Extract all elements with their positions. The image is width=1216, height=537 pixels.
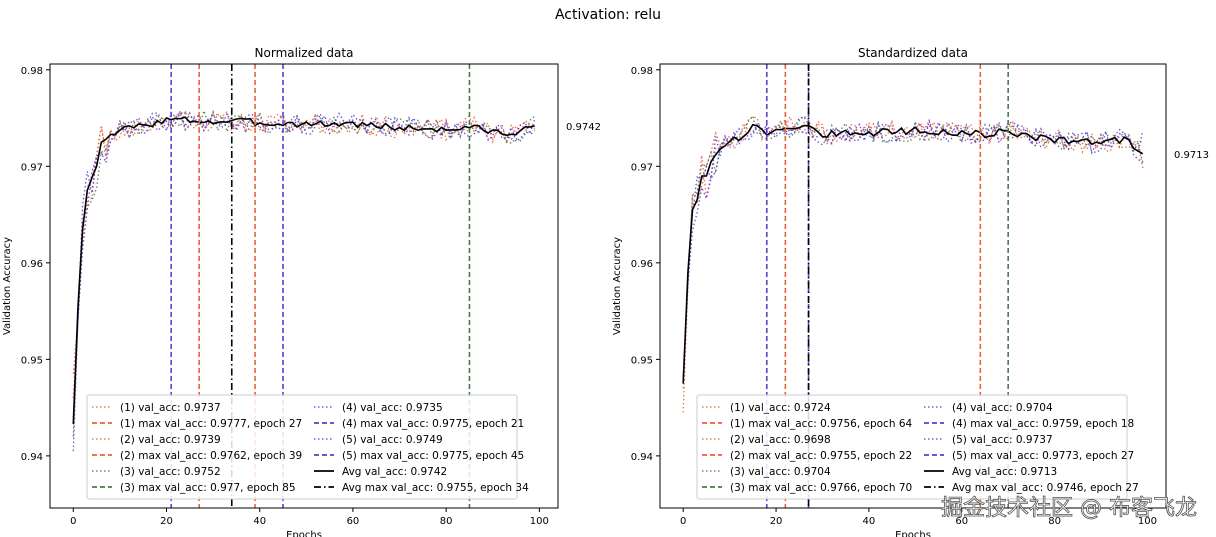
figure-suptitle: Activation: relu: [555, 7, 661, 23]
series-line-2: [682, 115, 1144, 389]
x-tick-label: 100: [1138, 516, 1157, 527]
y-tick-label: 0.94: [631, 452, 653, 463]
y-tick-label: 0.95: [21, 355, 43, 366]
legend-entry-label: (1) max val_acc: 0.9777, epoch 27: [120, 418, 302, 430]
y-tick-label: 0.94: [21, 452, 43, 463]
y-axis-label: Validation Accuracy: [2, 237, 13, 335]
y-axis-label: Validation Accuracy: [612, 237, 623, 335]
legend: (1) val_acc: 0.9724 (1) max val_acc: 0.97…: [696, 394, 1139, 500]
x-tick-label: 0: [70, 516, 76, 527]
x-tick-label: 80: [440, 516, 453, 527]
subplot-title: Normalized data: [255, 46, 354, 60]
legend: (1) val_acc: 0.9737 (1) max val_acc: 0.97…: [86, 394, 529, 500]
x-tick-label: 0: [680, 516, 686, 527]
legend-entry-label: (5) val_acc: 0.9737: [952, 434, 1053, 446]
x-tick-label: 40: [863, 516, 876, 527]
final-avg-annotation: 0.9713: [1174, 150, 1209, 161]
legend-entry-label: (3) max val_acc: 0.9766, epoch 70: [730, 482, 912, 494]
series-line-3: [682, 114, 1144, 379]
legend-entry-label: Avg val_acc: 0.9742: [342, 466, 447, 478]
x-tick-label: 80: [1048, 516, 1061, 527]
legend-entry-label: (4) val_acc: 0.9735: [342, 402, 443, 414]
series-line-1: [72, 110, 536, 374]
legend-entry-label: (5) val_acc: 0.9749: [342, 434, 443, 446]
final-avg-annotation: 0.9742: [566, 122, 601, 133]
legend-box: [86, 394, 518, 500]
series-line-5: [72, 108, 536, 418]
legend-entry-label: (2) max val_acc: 0.9762, epoch 39: [120, 450, 302, 462]
axes-frame: [49, 63, 559, 509]
avg-line: [682, 123, 1144, 384]
axes-frame: [659, 63, 1167, 509]
y-tick-label: 0.95: [631, 355, 653, 366]
legend-entry-label: (4) max val_acc: 0.9775, epoch 21: [342, 418, 524, 430]
series-line-1: [682, 115, 1144, 413]
legend-entry-label: (4) val_acc: 0.9704: [952, 402, 1053, 414]
legend-entry-label: (3) val_acc: 0.9704: [730, 466, 831, 478]
legend-entry-label: (5) max val_acc: 0.9775, epoch 45: [342, 450, 524, 462]
x-axis-label: Epochs: [286, 530, 322, 537]
x-tick-label: 100: [530, 516, 549, 527]
x-tick-label: 60: [955, 516, 968, 527]
x-tick-label: 40: [253, 516, 266, 527]
legend-entry-label: (4) max val_acc: 0.9759, epoch 18: [952, 418, 1134, 430]
y-tick-label: 0.96: [21, 259, 43, 270]
legend-entry-label: (2) max val_acc: 0.9755, epoch 22: [730, 450, 912, 462]
series-line-4: [682, 120, 1144, 381]
watermark-text: 掘金技术社区 @ 布客飞龙: [941, 496, 1197, 521]
y-tick-label: 0.98: [21, 66, 43, 77]
legend-box: [696, 394, 1128, 500]
x-axis-label: Epochs: [895, 530, 931, 537]
subplot-standardized: Standardized data 0 20 40 60 80 100 0.94 0.95 0.9…: [612, 46, 1209, 537]
legend-entry-label: (3) val_acc: 0.9752: [120, 466, 221, 478]
series-line-2: [72, 110, 536, 399]
y-tick-label: 0.98: [631, 66, 653, 77]
legend-entry-label: (3) max val_acc: 0.977, epoch 85: [120, 482, 296, 494]
avg-line: [72, 116, 535, 425]
y-tick-label: 0.97: [21, 162, 43, 173]
legend-entry-label: Avg max val_acc: 0.9746, epoch 27: [952, 482, 1139, 494]
series-line-3: [72, 108, 536, 437]
legend-entry-label: (1) val_acc: 0.9724: [730, 402, 831, 414]
legend-entry-label: Avg val_acc: 0.9713: [952, 466, 1057, 478]
series-line-5: [682, 116, 1144, 377]
subplot-title: Standardized data: [858, 46, 968, 60]
x-tick-label: 20: [160, 516, 173, 527]
subplot-normalized: Normalized data 0 20 40 60 80 100 0.94 0.95 0.96 0…: [2, 46, 601, 537]
legend-entry-label: Avg max val_acc: 0.9755, epoch 34: [342, 482, 529, 494]
y-tick-label: 0.97: [631, 162, 653, 173]
legend-entry-label: (2) val_acc: 0.9698: [730, 434, 831, 446]
series-line-4: [72, 110, 535, 452]
legend-entry-label: (5) max val_acc: 0.9773, epoch 27: [952, 450, 1134, 462]
x-tick-label: 20: [770, 516, 783, 527]
y-tick-label: 0.96: [631, 259, 653, 270]
legend-entry-label: (2) val_acc: 0.9739: [120, 434, 221, 446]
x-tick-label: 60: [347, 516, 360, 527]
legend-entry-label: (1) max val_acc: 0.9756, epoch 64: [730, 418, 913, 430]
legend-entry-label: (1) val_acc: 0.9737: [120, 402, 221, 414]
